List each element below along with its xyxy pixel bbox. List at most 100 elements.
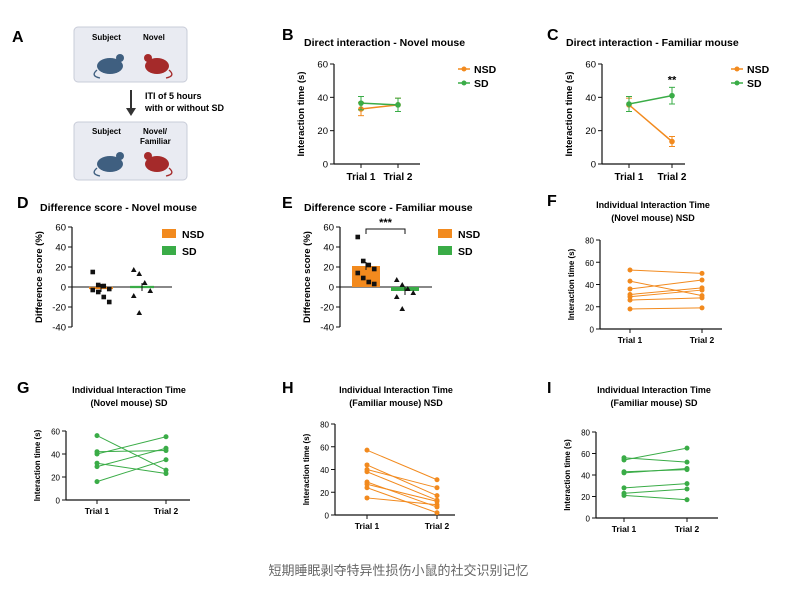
data-point-trial2 [163, 467, 169, 473]
x-tick-label: Trial 1 [355, 521, 380, 531]
data-point-trial1 [627, 267, 633, 273]
x-tick-label: Trial 1 [615, 172, 644, 183]
data-point [395, 102, 401, 108]
data-point [669, 92, 675, 99]
subject-line [623, 488, 688, 494]
y-tick-label: 0 [323, 160, 328, 171]
y-tick-label: 0 [56, 497, 61, 506]
data-point-trial1 [621, 485, 627, 491]
subject-line [629, 269, 703, 274]
x-tick-label: Trial 1 [618, 335, 643, 345]
x-tick-label: Trial 2 [425, 521, 450, 531]
subject-line [629, 289, 703, 298]
y-tick-label: -40 [320, 323, 334, 334]
subject-line [96, 436, 167, 455]
legend-label: SD [747, 78, 762, 90]
down-arrow-icon [126, 90, 136, 116]
y-tick-label: 80 [320, 421, 329, 430]
novel-familiar-label-2: Familiar [140, 137, 171, 146]
data-point-trial1 [364, 469, 370, 475]
legend-marker [461, 66, 467, 72]
legend-marker [734, 66, 740, 72]
data-point [371, 266, 377, 272]
mouse-red-icon [144, 54, 173, 79]
panel-letter: C [547, 27, 559, 44]
figure-caption: 短期睡眠剥夺特异性损伤小鼠的社交识别记忆 [268, 564, 529, 579]
data-point [147, 288, 154, 293]
data-point [101, 294, 107, 300]
data-point [358, 100, 364, 106]
panel-letter: E [282, 195, 293, 212]
y-tick-label: 20 [51, 474, 60, 483]
panel-letter: G [17, 380, 29, 397]
x-tick-label: Trial 1 [347, 172, 376, 183]
chart-title: Individual Interaction Time [597, 385, 711, 395]
y-tick-label: 40 [585, 281, 594, 290]
data-point [106, 299, 112, 305]
data-point [106, 286, 112, 292]
data-point [393, 277, 400, 282]
y-tick-label: 20 [323, 263, 334, 274]
chart-panel-g: G Individual Interaction Time (Novel mouse… [17, 380, 190, 516]
y-tick-label: 60 [323, 223, 334, 234]
x-tick-label: Trial 1 [85, 506, 110, 516]
chart-panel-e: E Difference score - Familiar mouse -40 -20… [282, 195, 481, 334]
significance-label: *** [379, 217, 393, 229]
data-point-trial1 [94, 433, 100, 439]
data-point-trial1 [627, 297, 633, 303]
legend-swatch [438, 229, 452, 238]
chart-title: Direct interaction - Familiar mouse [566, 37, 739, 49]
series-line-nsd [628, 104, 673, 143]
data-point-trial2 [163, 471, 169, 477]
chart-panel-b: B Direct interaction - Novel mouse 0 20 40 60… [282, 27, 497, 183]
subject-line [629, 280, 703, 297]
significance-label: ** [668, 74, 677, 86]
y-tick-label: 20 [320, 489, 329, 498]
data-point [101, 283, 107, 289]
x-tick-label: Trial 2 [384, 172, 413, 183]
x-tick-label: Trial 2 [675, 524, 700, 534]
significance-bracket [365, 228, 406, 234]
subject-line [629, 279, 703, 290]
legend-label: SD [182, 246, 197, 258]
subject-line [366, 483, 438, 502]
y-tick-label: 20 [585, 126, 596, 137]
y-axis-label: Interaction time (s) [302, 433, 311, 505]
legend-swatch [438, 246, 452, 255]
chart-title: Difference score - Familiar mouse [304, 202, 473, 214]
y-tick-label: 40 [585, 93, 596, 104]
chart-title: Difference score - Novel mouse [40, 202, 197, 214]
legend-label: SD [474, 78, 489, 90]
data-point-trial1 [621, 470, 627, 476]
subject-line [366, 471, 438, 501]
data-point [360, 275, 366, 281]
novel-familiar-label-1: Novel/ [143, 127, 168, 136]
y-axis-label: Difference score (%) [302, 231, 313, 323]
iti-line-2: with or without SD [144, 103, 224, 113]
data-point [371, 281, 377, 287]
data-point [355, 270, 361, 276]
chart-subtitle: (Familiar mouse) SD [610, 398, 698, 408]
data-point-trial1 [621, 492, 627, 498]
subject-label-2: Subject [92, 127, 121, 136]
y-tick-label: 20 [581, 493, 590, 502]
iti-line-1: ITI of 5 hours [145, 91, 202, 101]
data-point [366, 279, 372, 285]
data-point-trial1 [627, 286, 633, 292]
x-tick-label: Trial 2 [690, 335, 715, 345]
y-tick-label: 40 [320, 466, 329, 475]
chart-title: Individual Interaction Time [72, 385, 186, 395]
mouse-blue-icon [93, 152, 124, 177]
chart-title: Direct interaction - Novel mouse [304, 37, 465, 49]
subject-line [629, 307, 703, 310]
data-point-trial2 [699, 305, 705, 311]
series-line-sd [360, 102, 399, 106]
legend-label: NSD [458, 229, 481, 241]
data-point-trial2 [684, 481, 690, 487]
y-tick-label: -20 [320, 303, 334, 314]
y-tick-label: 80 [585, 237, 594, 246]
data-point-trial1 [627, 278, 633, 284]
y-tick-label: 40 [581, 472, 590, 481]
subject-line [623, 457, 688, 463]
